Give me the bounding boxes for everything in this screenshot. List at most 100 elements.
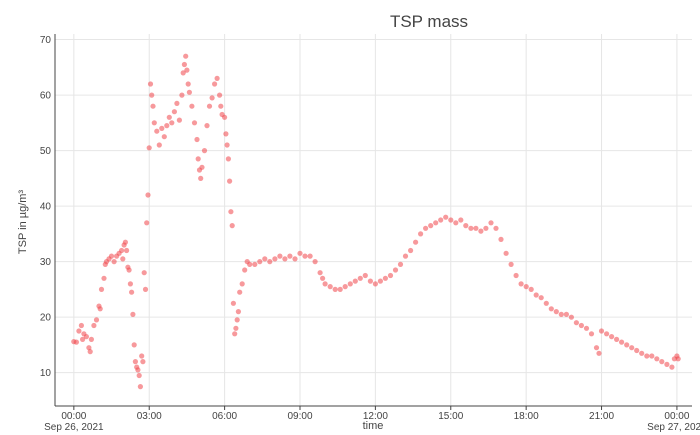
data-point — [229, 223, 235, 229]
data-point — [327, 284, 333, 290]
data-point — [154, 128, 160, 134]
data-point — [523, 284, 529, 290]
data-point — [124, 247, 130, 254]
data-point — [140, 359, 146, 365]
data-point — [130, 311, 136, 317]
data-point — [463, 223, 469, 229]
data-point — [83, 334, 89, 340]
data-point — [98, 286, 105, 292]
data-point — [558, 311, 564, 317]
data-point — [433, 220, 439, 226]
data-point — [588, 331, 595, 337]
data-point — [119, 247, 125, 254]
data-point — [367, 278, 373, 284]
data-point — [145, 192, 151, 198]
data-point — [498, 236, 504, 242]
data-point — [135, 367, 141, 373]
data-point — [297, 250, 303, 256]
data-point — [189, 103, 195, 109]
data-point — [185, 81, 191, 87]
data-point — [230, 300, 236, 306]
data-point — [235, 309, 241, 315]
data-point — [232, 331, 238, 337]
y-tick-label: 70 — [40, 35, 52, 46]
data-point — [458, 217, 464, 223]
y-tick-label: 20 — [40, 313, 52, 324]
data-point — [88, 336, 94, 342]
data-point — [533, 292, 539, 298]
data-point — [322, 281, 328, 287]
data-point — [76, 328, 82, 334]
data-point — [199, 164, 205, 170]
data-point — [453, 220, 459, 226]
data-point — [528, 286, 534, 292]
data-point — [201, 148, 208, 154]
data-point — [122, 239, 128, 245]
data-point — [342, 284, 348, 290]
data-point — [518, 281, 524, 287]
y-tick-labels: 10 20 30 40 50 60 70 — [40, 35, 52, 379]
data-point — [132, 359, 138, 365]
y-axis-title: TSP in µg/m³ — [17, 190, 29, 255]
data-point — [142, 286, 149, 292]
data-point — [108, 253, 115, 259]
data-point — [111, 259, 117, 265]
data-point — [443, 214, 449, 220]
data-point — [387, 272, 394, 279]
data-point — [675, 356, 681, 362]
data-point — [150, 103, 156, 109]
data-point — [357, 275, 363, 281]
data-point — [247, 261, 253, 267]
data-point — [120, 256, 126, 262]
data-point — [209, 95, 215, 101]
data-point — [553, 309, 559, 315]
data-point — [194, 136, 200, 143]
data-point — [583, 325, 590, 331]
data-point — [212, 81, 218, 87]
data-point — [337, 286, 343, 292]
data-point — [171, 109, 177, 115]
data-point — [272, 256, 278, 262]
data-point — [624, 342, 630, 348]
data-point — [184, 67, 190, 73]
data-point — [302, 253, 308, 259]
y-tick-label: 40 — [40, 202, 52, 213]
data-point — [423, 225, 429, 231]
data-point — [186, 89, 192, 95]
y-tick-label: 60 — [40, 91, 52, 102]
x-tick-label: 03:00 — [137, 411, 162, 422]
data-point — [563, 311, 570, 317]
data-point — [418, 231, 424, 237]
data-point — [382, 275, 388, 281]
data-point — [131, 342, 137, 348]
data-point — [161, 134, 167, 140]
data-point — [468, 225, 474, 231]
data-point — [183, 53, 189, 59]
data-point — [654, 356, 660, 362]
data-point — [127, 281, 133, 287]
data-point — [228, 209, 234, 215]
data-point — [166, 114, 172, 120]
data-point — [181, 61, 187, 68]
data-point — [392, 267, 399, 273]
data-point — [609, 334, 615, 340]
x-tick-date-label: Sep 27, 2021 — [647, 422, 700, 433]
data-point — [137, 384, 143, 390]
data-point — [97, 306, 103, 312]
data-point — [578, 322, 585, 329]
data-points — [71, 53, 681, 390]
x-tick-label: 18:00 — [514, 411, 539, 422]
data-point — [78, 322, 84, 329]
data-point — [377, 278, 383, 284]
data-point — [223, 131, 229, 137]
data-point — [233, 325, 239, 331]
data-point — [282, 256, 288, 262]
data-point — [508, 261, 514, 267]
data-point — [614, 336, 620, 342]
data-point — [73, 339, 79, 345]
data-point — [179, 92, 185, 98]
data-point — [180, 70, 186, 76]
data-point — [262, 256, 268, 262]
data-point — [224, 142, 230, 148]
